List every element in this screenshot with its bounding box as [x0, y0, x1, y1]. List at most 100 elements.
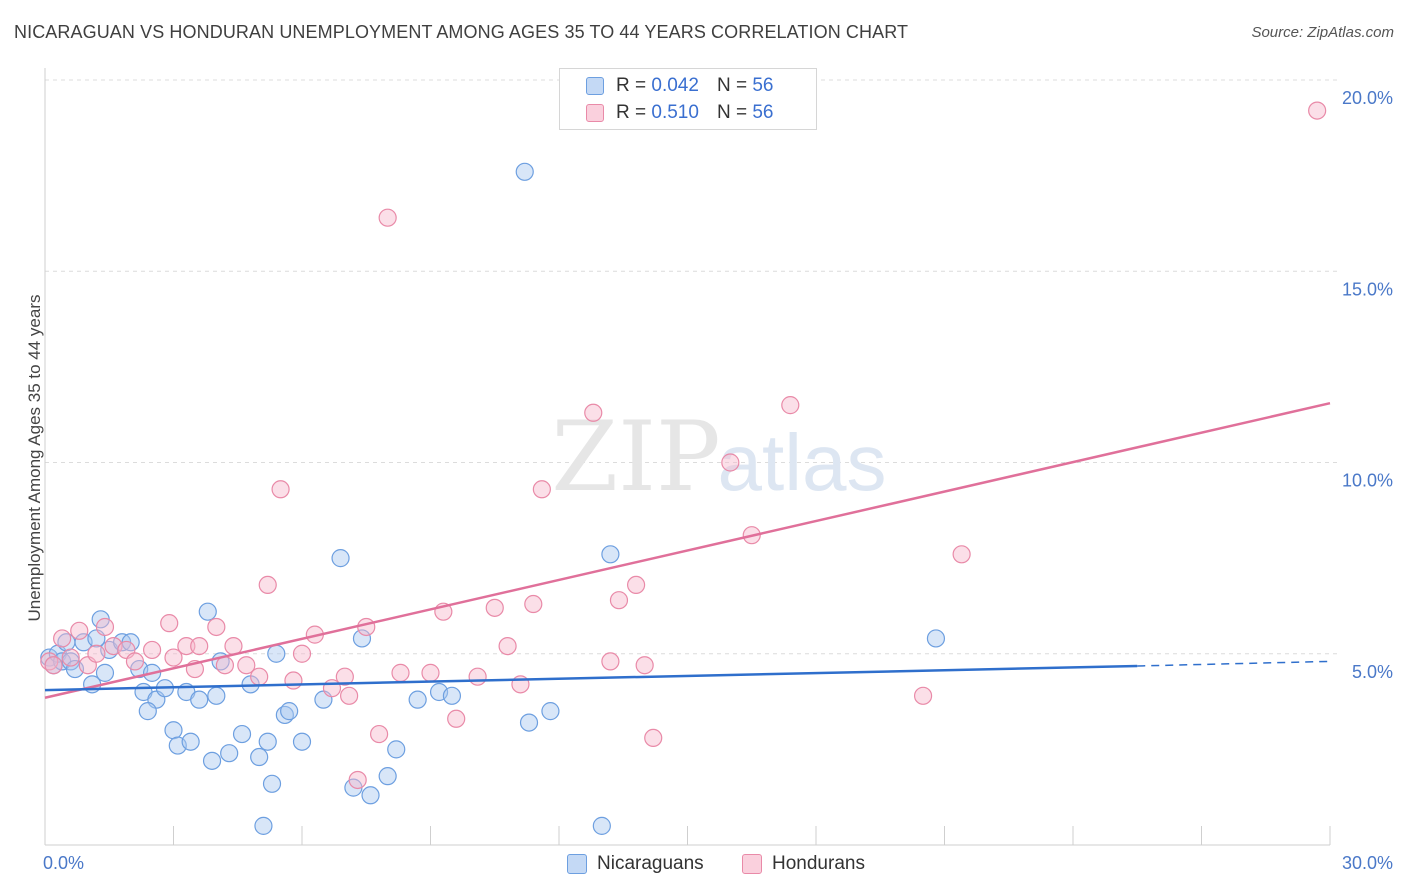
hondurans-point: [125, 652, 145, 671]
nicaraguans-points: [40, 162, 946, 835]
bottom-legend-swatch-hondurans: [742, 854, 762, 874]
legend-swatch-nicaraguans: [586, 77, 604, 95]
nicaraguans-point: [515, 162, 534, 181]
nicaraguans-point: [378, 767, 397, 786]
hondurans-point: [292, 644, 312, 663]
nicaraguans-point: [198, 602, 217, 621]
nicaraguans-point: [408, 690, 427, 709]
chart-title: NICARAGUAN VS HONDURAN UNEMPLOYMENT AMON…: [14, 22, 909, 42]
hondurans-point: [626, 575, 646, 595]
hondurans-point: [357, 617, 376, 637]
hondurans-point: [584, 403, 603, 422]
legend-r-label: R =: [616, 102, 647, 123]
hondurans-point: [391, 663, 410, 682]
hondurans-point: [601, 652, 620, 671]
y-tick-label: 10.0%: [1342, 471, 1393, 491]
hondurans-point: [258, 575, 277, 595]
hondurans-point: [635, 656, 654, 675]
hondurans-point: [340, 686, 359, 705]
y-tick-label: 5.0%: [1352, 662, 1393, 682]
nicaraguans-point: [262, 774, 282, 793]
watermark-zip: ZIP: [551, 401, 720, 513]
hondurans-point: [207, 617, 226, 637]
hondurans-point: [421, 663, 440, 682]
hondurans-point: [284, 671, 303, 690]
legend-r-label: R =: [616, 75, 647, 96]
nicaraguans-point: [181, 732, 200, 751]
nicaraguans-point: [232, 724, 252, 744]
nicaraguans-point: [95, 663, 115, 682]
bottom-legend-swatch-nicaraguans: [567, 854, 587, 874]
bottom-legend-nicaraguans: Nicaraguans: [567, 851, 704, 877]
nicaraguans-point: [601, 545, 620, 564]
legend-r-value: 0.042: [651, 75, 699, 96]
legend-n-value: 56: [752, 75, 774, 96]
legend-row-nicaraguans: R = 0.042 N = 56: [586, 73, 773, 99]
correlation-legend: R = 0.042 N = 56 R = 0.510 N = 56: [559, 68, 817, 130]
nicaraguans-point: [442, 686, 462, 705]
hondurans-point: [164, 648, 183, 667]
hondurans-point: [160, 614, 179, 633]
nicaraguans-point: [541, 702, 560, 721]
hondurans-point: [70, 621, 89, 640]
hondurans-point: [913, 686, 933, 705]
nicaraguans-point: [207, 686, 226, 705]
hondurans-point: [524, 594, 543, 614]
trend-lines: [44, 401, 1331, 699]
hondurans-point: [61, 648, 80, 667]
legend-swatch-hondurans: [586, 104, 604, 122]
hondurans-point: [721, 453, 740, 472]
legend-r-value: 0.510: [651, 102, 699, 123]
nicaraguans-point: [138, 702, 157, 721]
hondurans-point: [952, 545, 971, 564]
watermark: ZIP atlas: [551, 401, 886, 513]
hondurans-point: [142, 640, 162, 660]
hondurans-trend-line: [44, 401, 1331, 699]
bottom-legend-label-nicaraguans: Nicaraguans: [597, 853, 704, 874]
hondurans-point: [609, 591, 629, 610]
hondurans-point: [250, 667, 269, 686]
x-tick-labels: 0.0% 30.0%: [43, 853, 1393, 873]
nicaraguans-point: [280, 702, 299, 721]
y-tick-label: 15.0%: [1342, 279, 1393, 299]
hondurans-point: [485, 598, 504, 617]
nicaraguans-point: [331, 549, 350, 568]
hondurans-point: [348, 770, 367, 790]
hondurans-point: [215, 656, 234, 675]
nicaraguans-trend-extension: [1137, 660, 1331, 667]
y-tick-labels: 5.0% 10.0% 15.0% 20.0%: [1342, 88, 1393, 682]
hondurans-point: [44, 656, 63, 675]
nicaraguans-point: [592, 816, 611, 835]
hondurans-point: [87, 644, 106, 663]
nicaraguans-point: [258, 732, 277, 751]
source-label: Source: ZipAtlas.com: [1251, 24, 1394, 41]
nicaraguans-point: [164, 721, 183, 740]
legend-n-label: N =: [716, 75, 748, 96]
hondurans-point: [177, 636, 196, 656]
nicaraguans-point: [926, 629, 946, 648]
y-tick-label: 20.0%: [1342, 88, 1393, 108]
nicaraguans-point: [352, 629, 372, 648]
nicaraguans-point: [361, 786, 380, 805]
bottom-legend-hondurans: Hondurans: [742, 851, 865, 877]
hondurans-point: [53, 629, 72, 648]
nicaraguans-trend-line: [44, 664, 1138, 692]
y-axis-label: Unemployment Among Ages 35 to 44 years: [25, 295, 44, 622]
watermark-atlas: atlas: [718, 418, 887, 507]
hondurans-point: [370, 724, 389, 744]
nicaraguans-point: [220, 744, 239, 763]
legend-n-value: 56: [752, 102, 774, 123]
x-tick-label: 30.0%: [1342, 853, 1393, 873]
x-tick-label: 0.0%: [43, 853, 84, 873]
nicaraguans-point: [202, 751, 222, 770]
bottom-legend-label-hondurans: Hondurans: [772, 853, 865, 874]
hondurans-point: [378, 208, 397, 227]
hondurans-point: [468, 667, 487, 686]
hondurans-point: [644, 728, 663, 748]
hondurans-point: [532, 480, 551, 499]
nicaraguans-point: [292, 732, 312, 751]
hondurans-point: [95, 617, 115, 637]
legend-row-hondurans: R = 0.510 N = 56: [586, 100, 773, 126]
hondurans-point: [781, 396, 800, 415]
